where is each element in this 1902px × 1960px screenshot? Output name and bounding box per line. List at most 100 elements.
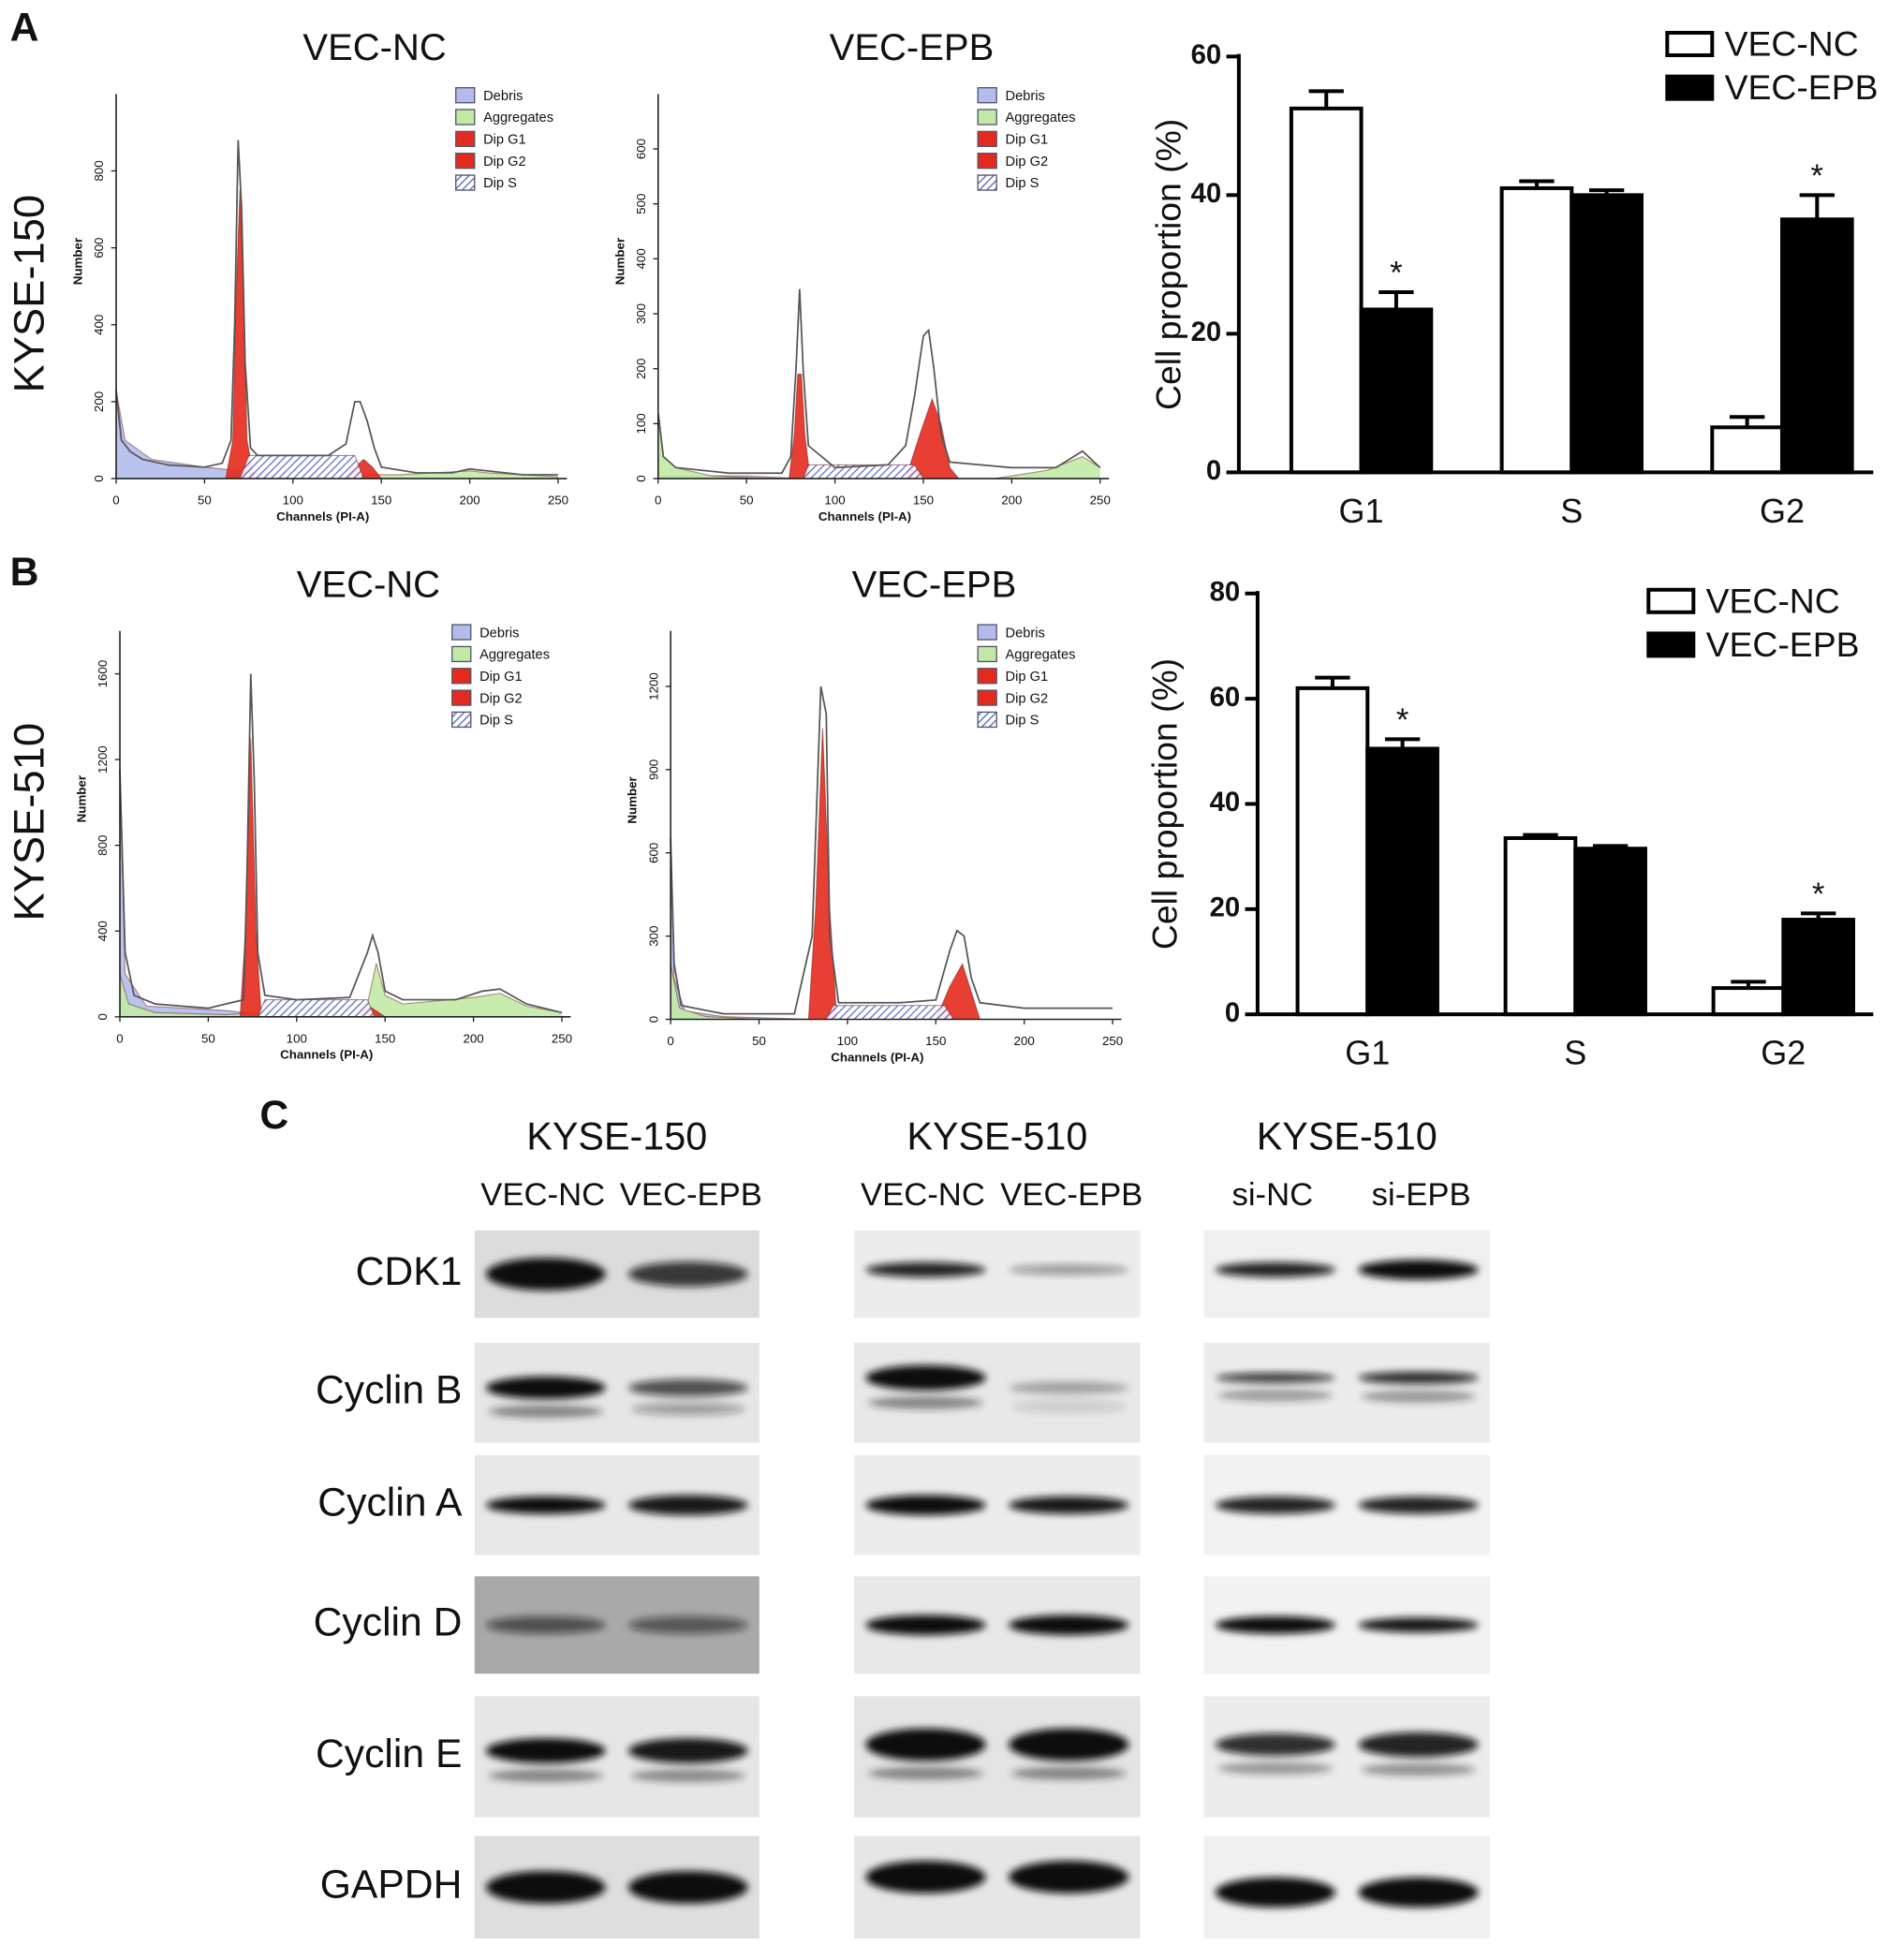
significance-mark: * (1396, 702, 1409, 738)
legend-label: Dip G1 (1006, 670, 1049, 685)
histogram-line (115, 140, 558, 476)
area-fill (346, 470, 558, 479)
y-tick-label: 0 (1225, 997, 1240, 1028)
x-tick-label: 150 (371, 494, 391, 508)
x-tick-label: G2 (1760, 492, 1805, 530)
blot-band (627, 1495, 748, 1515)
legend-label: Dip G2 (483, 155, 526, 169)
blot-band (1215, 1372, 1336, 1383)
blot-band (627, 1615, 748, 1634)
legend-label: Debris (1006, 626, 1045, 641)
x-tick-label: 50 (198, 494, 212, 508)
legend-swatch (1665, 31, 1715, 58)
x-tick-label: 250 (552, 1031, 572, 1045)
error-bar (1308, 89, 1344, 109)
blot-band (630, 1769, 745, 1782)
blot-band (1361, 1390, 1476, 1403)
legend-label: VEC-NC (1725, 24, 1859, 64)
blot-band (627, 1261, 748, 1287)
lane-label: si-NC (1232, 1177, 1314, 1213)
area-fill (808, 728, 837, 1020)
error-bar (1799, 193, 1835, 220)
blot-band (1358, 1617, 1479, 1633)
y-tick-label: 80 (1210, 577, 1241, 608)
lane-label: si-EPB (1372, 1177, 1471, 1213)
legend-swatch (455, 109, 476, 125)
blot-band (1009, 1861, 1129, 1894)
x-axis-label: Channels (PI-A) (818, 509, 911, 523)
bar (1289, 106, 1364, 475)
legend-swatch (451, 645, 472, 663)
panel-label: A (10, 6, 39, 51)
legend-label: Aggregates (1006, 111, 1076, 125)
legend-label: Dip S (1006, 176, 1039, 191)
legend-label: Aggregates (479, 648, 550, 663)
bar (1573, 847, 1647, 1017)
blot-band (868, 1396, 983, 1409)
blot-band (1358, 1260, 1479, 1280)
legend-swatch (455, 87, 476, 104)
y-tick-label: 1600 (96, 660, 110, 688)
y-tick-label: 900 (646, 759, 660, 780)
x-tick-label: 200 (463, 1031, 483, 1045)
blot-band (1215, 1261, 1336, 1277)
blot-band (485, 1615, 606, 1634)
legend-label: Debris (483, 89, 523, 104)
blot-band (630, 1402, 745, 1416)
legend-label: Aggregates (483, 111, 553, 125)
blot-band (485, 1376, 606, 1399)
x-axis-label: Channels (PI-A) (280, 1048, 373, 1062)
area-fill (906, 398, 959, 479)
area-fill (116, 390, 293, 479)
x-tick-label: 0 (112, 494, 119, 508)
area-fill (240, 455, 364, 479)
legend-swatch (451, 711, 472, 729)
legend-swatch (455, 153, 476, 169)
blot-band (627, 1738, 748, 1763)
legend-swatch (1646, 587, 1696, 614)
y-tick-label: 0 (634, 475, 648, 481)
blot-band (1358, 1877, 1479, 1908)
error-bar (1384, 737, 1421, 749)
x-tick-label: 100 (283, 494, 303, 508)
x-tick-label: 250 (1090, 494, 1111, 508)
legend-swatch (977, 624, 997, 641)
bar (1570, 193, 1644, 475)
blot-band (1009, 1381, 1129, 1394)
blot-band (488, 1769, 603, 1782)
histogram-line (656, 288, 1101, 475)
blot-band (1358, 1732, 1479, 1758)
legend-swatch (977, 668, 997, 685)
blot-group-title: KYSE-510 (907, 1114, 1087, 1157)
legend-label: Aggregates (1006, 648, 1076, 663)
x-tick-label: G2 (1761, 1034, 1806, 1072)
row-label: KYSE-150 (6, 195, 53, 393)
area-fill (258, 999, 375, 1017)
area-outline (119, 963, 563, 1016)
y-axis-label: Number (626, 776, 640, 823)
y-tick-label: 1200 (96, 745, 110, 774)
y-tick-label: 300 (646, 926, 660, 947)
legend-swatch (1646, 631, 1696, 658)
legend-swatch (977, 711, 997, 729)
legend-label: Dip G1 (1006, 133, 1049, 148)
blot-band (627, 1378, 748, 1397)
area-outline (257, 999, 376, 1018)
legend-label: Dip G2 (1006, 155, 1049, 169)
legend-label: Dip S (479, 714, 513, 729)
x-tick-label: 250 (1102, 1034, 1123, 1048)
x-tick-label: 100 (837, 1034, 858, 1048)
bar (1295, 685, 1370, 1017)
area-outline (803, 464, 924, 479)
row-label: KYSE-510 (6, 723, 53, 921)
blot-band (1358, 1371, 1479, 1384)
y-tick-label: 500 (634, 194, 648, 214)
bar (1499, 185, 1574, 475)
blot-band (1009, 1614, 1129, 1635)
x-tick-label: S (1564, 1034, 1586, 1072)
x-tick-label: G1 (1345, 1034, 1390, 1072)
bar (1711, 986, 1786, 1017)
blot-band (1009, 1496, 1129, 1514)
